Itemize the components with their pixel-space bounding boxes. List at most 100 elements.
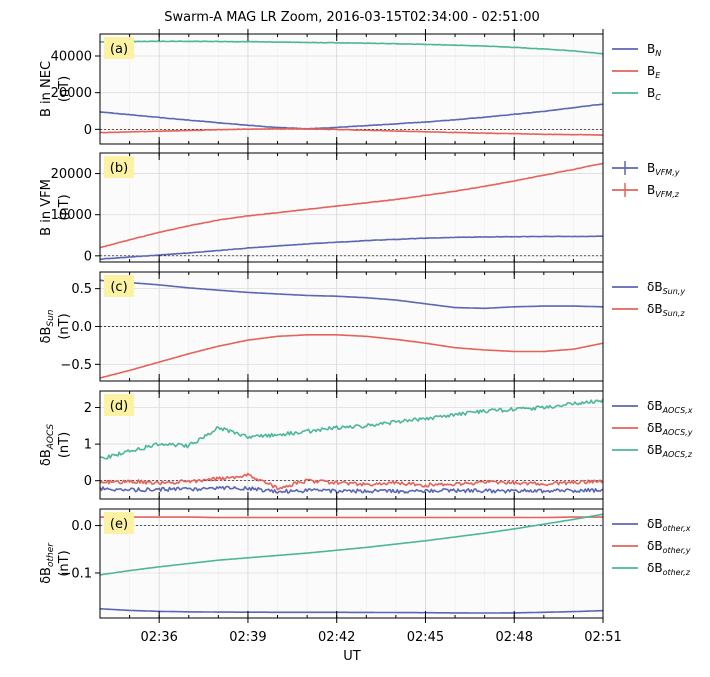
x-tick-label: 02:36 [140, 630, 177, 645]
panel-label: (c) [110, 280, 127, 295]
y-axis-label: δBSun [39, 309, 56, 343]
y-axis-label-main: δB [39, 449, 54, 466]
legend-label-sub: E [655, 71, 661, 80]
y-tick-label: 0.5 [71, 282, 92, 297]
y-axis-label-main: δB [39, 567, 54, 584]
legend-entry: δBother,z [612, 561, 691, 577]
panel-label: (e) [110, 517, 128, 532]
legend-label-main: δB [647, 539, 663, 553]
legend-entry: BE [612, 64, 661, 80]
legend-label: BC [647, 86, 661, 102]
y-axis-label-main: B in VFM [39, 179, 54, 236]
y-tick-label: 0.0 [71, 519, 92, 534]
legend-label-main: δB [647, 399, 663, 413]
x-tick-label: 02:51 [584, 630, 621, 645]
legend-label-main: B [647, 161, 655, 175]
y-tick-label: 1 [84, 438, 92, 453]
legend-entry: δBAOCS,x [612, 399, 693, 415]
legend-label: δBAOCS,x [647, 399, 693, 415]
y-tick-label: 40000 [51, 50, 92, 65]
panel-e: 0.0−0.1(e)δBother(nT)δBother,xδBother,yδ… [39, 504, 691, 645]
x-tick-label: 02:48 [496, 630, 533, 645]
legend-label: δBother,z [647, 561, 691, 577]
x-tick-label: 02:39 [229, 630, 266, 645]
legend-label-sub: AOCS,z [662, 450, 693, 459]
plot-area [100, 34, 603, 144]
legend-entry: BN [612, 42, 661, 58]
plot-area [100, 153, 603, 262]
y-tick-label: 0.0 [71, 320, 92, 335]
legend-label-main: δB [647, 302, 663, 316]
y-axis-label: B in NEC [39, 61, 54, 117]
legend-entry: δBSun,y [612, 280, 685, 296]
legend-entry: BVFM,y [612, 161, 680, 177]
chart-title: Swarm-A MAG LR Zoom, 2016-03-15T02:34:00… [164, 10, 540, 25]
legend-label: BVFM,y [647, 161, 680, 177]
legend-label: δBAOCS,y [647, 421, 693, 437]
legend-label-sub: other,z [663, 568, 691, 577]
y-tick-label: 0 [84, 123, 92, 138]
legend-label-main: δB [647, 280, 663, 294]
legend-label-main: δB [647, 421, 663, 435]
y-axis-label: δBAOCS [39, 424, 56, 467]
legend-label-sub: other,y [663, 546, 691, 555]
y-tick-label: −0.5 [60, 358, 92, 373]
y-axis-label: δBother [39, 542, 56, 584]
legend-entry: BVFM,z [612, 183, 680, 199]
y-axis-unit: (nT) [57, 313, 72, 339]
legend-label-sub: Sun,z [663, 309, 686, 318]
y-axis-unit: (nT) [57, 194, 72, 220]
legend-label: BVFM,z [647, 183, 680, 199]
y-tick-label: 0 [84, 474, 92, 489]
legend-label-main: B [647, 183, 655, 197]
y-tick-label: 2 [84, 401, 92, 416]
y-axis-label-main: B in NEC [39, 61, 54, 117]
legend-label: δBAOCS,z [647, 443, 693, 459]
x-axis-label: UT [343, 649, 361, 664]
y-axis-label-sub: other [46, 542, 56, 567]
legend-label-sub: VFM,y [655, 168, 680, 177]
legend-label-sub: C [655, 93, 661, 102]
legend-label-sub: Sun,y [663, 287, 686, 296]
legend-label: BN [647, 42, 661, 58]
panel-label: (a) [110, 42, 128, 57]
y-axis-unit: (nT) [57, 76, 72, 102]
legend-entry: δBSun,z [612, 302, 685, 318]
y-tick-label: 0 [84, 249, 92, 264]
legend-label-main: δB [647, 443, 663, 457]
x-tick-label: 02:45 [407, 630, 444, 645]
y-axis-label: B in VFM [39, 179, 54, 236]
legend-label: δBother,x [647, 517, 691, 533]
legend-label-main: B [647, 42, 655, 56]
y-axis-label-sub: Sun [46, 309, 56, 326]
y-axis-label-main: δB [39, 327, 54, 344]
x-tick-label: 02:42 [318, 630, 355, 645]
legend-label-main: B [647, 86, 655, 100]
legend-label: δBSun,y [647, 280, 685, 296]
y-axis-label-sub: AOCS [46, 424, 56, 451]
legend-label-main: δB [647, 561, 663, 575]
legend-label-sub: N [655, 49, 661, 58]
legend-label-sub: VFM,z [655, 190, 680, 199]
panel-label: (b) [110, 161, 128, 176]
legend-label-main: B [647, 64, 655, 78]
legend-label: δBSun,z [647, 302, 685, 318]
legend-entry: BC [612, 86, 661, 102]
legend-entry: δBother,x [612, 517, 691, 533]
legend-label-sub: AOCS,x [662, 406, 693, 415]
legend-entry: δBAOCS,y [612, 421, 693, 437]
legend-label-sub: other,x [663, 524, 691, 533]
y-axis-unit: (nT) [57, 550, 72, 576]
panel-label: (d) [110, 399, 128, 414]
legend-entry: δBAOCS,z [612, 443, 693, 459]
legend-label-sub: AOCS,y [662, 428, 693, 437]
y-tick-label: 20000 [51, 167, 92, 182]
legend-entry: δBother,y [612, 539, 691, 555]
legend-label: BE [647, 64, 661, 80]
